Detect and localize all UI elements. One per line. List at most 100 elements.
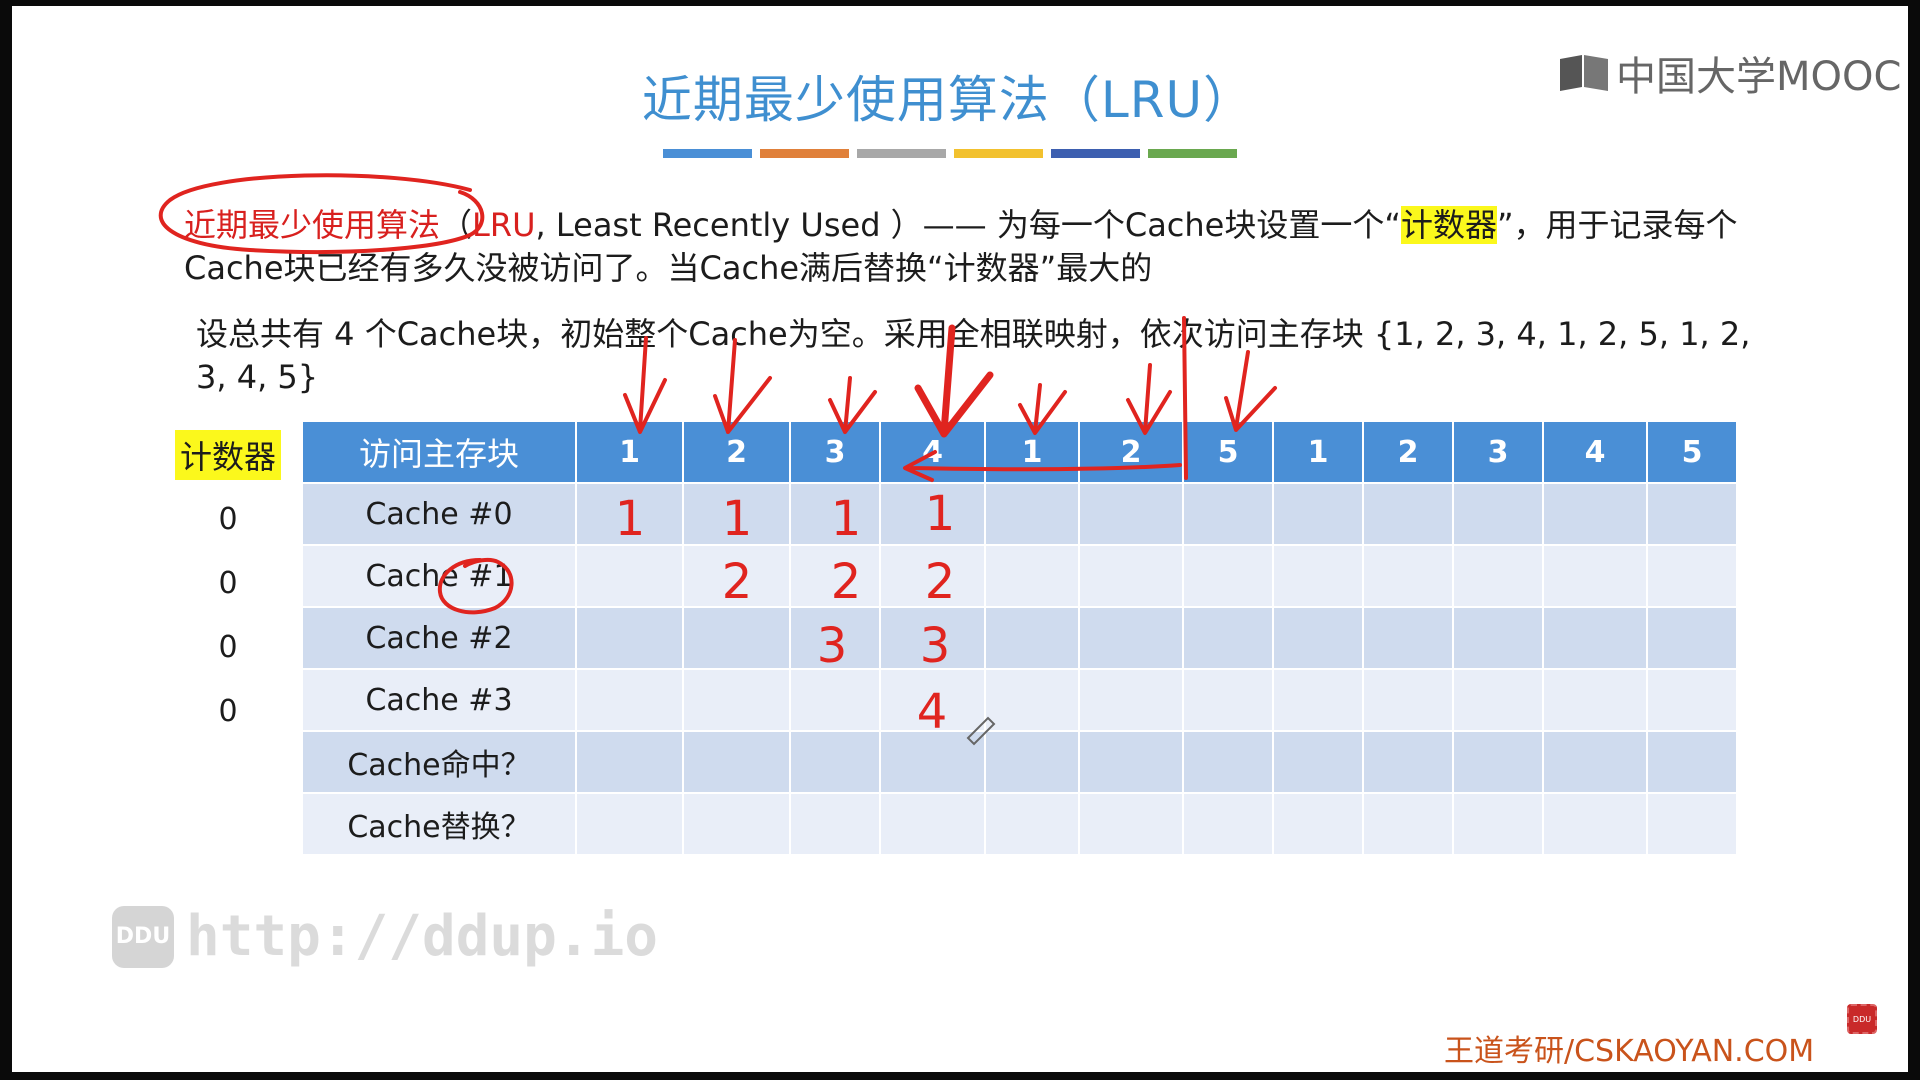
counter-highlight: 计数器 [1400, 206, 1497, 244]
access-cell: 3 [1454, 422, 1542, 482]
definition-text: , Least Recently Used ）—— 为每一个Cache块设置一个… [535, 206, 1401, 244]
table-cell [1184, 484, 1272, 544]
counter-value-3: 0 [218, 694, 238, 729]
table-cell [881, 670, 984, 730]
table-cell [1544, 484, 1646, 544]
paren-open: （ [440, 206, 473, 244]
access-cell: 2 [1080, 422, 1182, 482]
table-cell [1080, 732, 1182, 792]
table-cell [881, 546, 984, 606]
table-cell [1648, 732, 1736, 792]
counter-label: 计数器 [175, 430, 282, 480]
table-cell [1364, 484, 1452, 544]
table-cell [684, 794, 789, 854]
color-bar-segment [663, 149, 752, 158]
table-cell [684, 546, 789, 606]
table-cell [791, 546, 879, 606]
color-bar-segment [760, 149, 849, 158]
table-cell [1184, 608, 1272, 668]
table-cell [1648, 608, 1736, 668]
table-cell [1274, 732, 1362, 792]
lru-table: 访问主存块 1 2 3 4 1 2 5 1 2 3 4 5 Cache #0 C… [301, 420, 1738, 856]
row-label: Cache #2 [303, 608, 575, 668]
access-cell: 4 [881, 422, 984, 482]
color-bar-segment [857, 149, 946, 158]
book-icon [1560, 55, 1608, 91]
problem-statement: 设总共有 4 个Cache块，初始整个Cache为空。采用全相联映射，依次访问主… [196, 315, 1751, 396]
row-label: Cache #0 [303, 484, 575, 544]
table-cell [791, 608, 879, 668]
counter-value-1: 0 [218, 566, 238, 601]
access-cell: 3 [791, 422, 879, 482]
table-cell [1648, 670, 1736, 730]
table-cell [1274, 794, 1362, 854]
color-bar-segment [954, 149, 1043, 158]
table-cell [1454, 546, 1542, 606]
table-cell [1184, 732, 1272, 792]
access-cell: 1 [577, 422, 682, 482]
table-cell [1274, 484, 1362, 544]
access-cell: 4 [1544, 422, 1646, 482]
access-cell: 5 [1648, 422, 1736, 482]
table-cell [577, 732, 682, 792]
table-row: Cache #1 [303, 546, 1736, 606]
row-label: Cache命中？ [303, 732, 575, 792]
table-cell [1364, 732, 1452, 792]
table-cell [1648, 546, 1736, 606]
table-cell [1364, 794, 1452, 854]
access-cell: 2 [1364, 422, 1452, 482]
table-cell [881, 732, 984, 792]
table-cell [684, 608, 789, 668]
table-cell [1364, 670, 1452, 730]
table-cell [1544, 794, 1646, 854]
table-cell [1080, 484, 1182, 544]
table-cell [986, 732, 1078, 792]
table-cell [577, 484, 682, 544]
table-cell [1080, 794, 1182, 854]
table-cell [1184, 670, 1272, 730]
ddu-badge: DDU [112, 905, 174, 968]
table-cell [1648, 794, 1736, 854]
row-label: Cache #3 [303, 670, 575, 730]
table-row: Cache替换？ [303, 794, 1736, 854]
definition-paragraph: 近期最少使用算法（LRU, Least Recently Used ）—— 为每… [184, 204, 1764, 290]
table-cell [791, 670, 879, 730]
lru-term: 近期最少使用算法 [184, 206, 441, 244]
table-cell [1274, 546, 1362, 606]
table-header-row: 访问主存块 1 2 3 4 1 2 5 1 2 3 4 5 [303, 422, 1736, 482]
table-cell [986, 670, 1078, 730]
access-cell: 5 [1184, 422, 1272, 482]
access-cell: 2 [684, 422, 789, 482]
table-cell [577, 794, 682, 854]
title-color-bar [663, 149, 1237, 158]
counter-value-2: 0 [218, 630, 238, 665]
table-cell [881, 484, 984, 544]
table-cell [684, 670, 789, 730]
row-label: Cache #1 [303, 546, 575, 606]
table-row: Cache #2 [303, 608, 1736, 668]
table-cell [1184, 794, 1272, 854]
table-cell [1080, 546, 1182, 606]
table-cell [791, 794, 879, 854]
color-bar-segment [1051, 149, 1140, 158]
table-cell [1648, 484, 1736, 544]
table-cell [577, 546, 682, 606]
slide: 近期最少使用算法（LRU） 中国大学MOOC 近期最少使用算法（LRU, Lea… [12, 6, 1908, 1072]
header-label: 访问主存块 [303, 422, 575, 482]
table-cell [1544, 732, 1646, 792]
table-cell [881, 608, 984, 668]
table-cell [986, 484, 1078, 544]
table-cell [684, 484, 789, 544]
table-cell [986, 608, 1078, 668]
table-cell [1080, 670, 1182, 730]
table-cell [1364, 546, 1452, 606]
table-row: Cache #0 [303, 484, 1736, 544]
table-cell [986, 794, 1078, 854]
table-cell [1454, 484, 1542, 544]
row-label: Cache替换？ [303, 794, 575, 854]
watermark-url: http://ddup.io [186, 904, 659, 969]
table-cell [1454, 608, 1542, 668]
table-cell [1544, 546, 1646, 606]
color-bar-segment [1148, 149, 1237, 158]
table-row: Cache命中？ [303, 732, 1736, 792]
